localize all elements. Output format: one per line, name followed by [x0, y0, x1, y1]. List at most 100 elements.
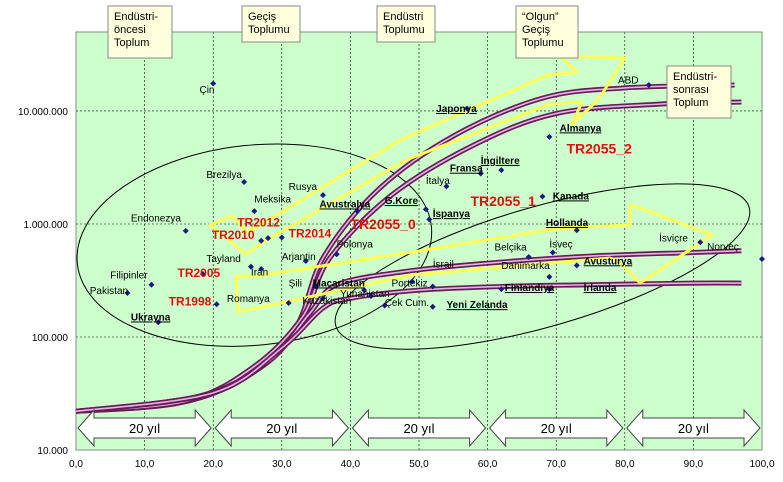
country-label: Romanya [227, 294, 270, 305]
data-point [313, 283, 320, 290]
period-arrow [77, 408, 212, 448]
x-tick-label: 0,0 [69, 459, 83, 470]
data-point [573, 262, 580, 269]
stage-box [376, 5, 436, 43]
data-point [422, 206, 429, 213]
data-point [525, 254, 532, 261]
country-points [124, 80, 765, 326]
ellipse-transition-group [76, 143, 433, 347]
country-label: Norveç [707, 242, 739, 253]
data-point [426, 216, 433, 223]
data-point [409, 278, 416, 285]
x-tick-label: 70,0 [546, 459, 566, 470]
data-point [148, 281, 155, 288]
stage-label: Toplumu [383, 24, 425, 36]
data-point [498, 167, 505, 174]
country-label: İran [251, 266, 268, 279]
country-label: Brezilya [206, 170, 242, 181]
country-label: Endonezya [131, 214, 181, 225]
country-label: İsrail [433, 258, 454, 271]
turkey-label: TR2055_2 [566, 141, 632, 157]
stage-boxes: Endüstri-öncesiToplumGeçişToplumuEndüstr… [107, 5, 732, 119]
data-point [464, 105, 471, 112]
period-arrow [351, 408, 487, 448]
stage-label: Toplumu [522, 37, 564, 49]
data-point [549, 249, 556, 256]
data-point [251, 208, 258, 215]
period-label: 20 yıl [129, 421, 160, 436]
stage-label: Geçiş [522, 24, 551, 36]
x-tick-label: 60,0 [478, 459, 498, 470]
stage-box [515, 5, 579, 59]
country-label: Tayland [206, 254, 240, 265]
country-label: İtalya [426, 174, 450, 187]
data-point [319, 192, 326, 199]
country-label: Japonya [436, 104, 477, 115]
country-label: Avusturya [584, 256, 633, 267]
development-curves [75, 82, 742, 414]
data-point [429, 303, 436, 310]
stage-label: Toplum [673, 97, 708, 109]
stage-label: Geçiş [248, 11, 277, 23]
data-point [573, 227, 580, 234]
country-label: Polonya [337, 239, 374, 250]
country-label: Pakistan [90, 286, 128, 297]
ellipse-mature-group [334, 183, 751, 350]
stage-label: “Olgun” [522, 11, 559, 23]
stage-box [241, 5, 301, 43]
country-label: Kazakistan [302, 296, 351, 307]
country-label: Kanada [553, 191, 590, 202]
country-label: G.Kore [385, 196, 419, 207]
x-tick-label: 20,0 [203, 459, 223, 470]
country-label: Danimarka [501, 261, 550, 272]
stage-label: Endüstri- [673, 71, 717, 83]
period-arrow [488, 408, 624, 448]
turkey-label: TR2012 [237, 216, 280, 230]
data-point [182, 227, 189, 234]
x-tick-label: 30,0 [272, 459, 292, 470]
data-point [258, 237, 265, 244]
period-arrow [626, 408, 761, 448]
development-curve-inner [75, 282, 742, 413]
y-tick-label: 1.000.000 [24, 220, 69, 231]
country-label: Rusya [289, 182, 318, 193]
country-label: Finlandiya [505, 283, 555, 294]
country-label: İngiltere [481, 154, 520, 167]
x-tick-label: 40,0 [341, 459, 361, 470]
group-ellipses [76, 143, 751, 350]
country-label: İspanya [433, 207, 471, 220]
x-tick-label: 100,0 [749, 459, 774, 470]
country-label: Portekiz [392, 278, 428, 289]
country-label: Ukrayna [131, 312, 171, 323]
turkey-trajectory-arrows [208, 54, 714, 314]
country-label: Filipinler [110, 270, 148, 281]
period-arrow [214, 408, 350, 448]
country-label: Hollanda [546, 218, 589, 229]
country-label: Fransa [450, 164, 483, 175]
trajectory-arrow-upper [208, 54, 627, 256]
trajectory-arrow-lower [234, 203, 714, 314]
period-label: 20 yıl [403, 421, 434, 436]
data-point [285, 299, 292, 306]
country-label: Çin [199, 85, 214, 96]
data-point [199, 271, 206, 278]
data-point [265, 235, 272, 242]
stage-label: öncesi [114, 24, 146, 36]
country-label: Macaristan [313, 278, 365, 289]
data-point [546, 273, 553, 280]
country-label: Yeni Zelanda [446, 300, 508, 311]
country-label: Yunanistan [340, 289, 390, 300]
turkey-label: TR2055_1 [470, 193, 536, 209]
stage-label: Toplum [114, 37, 149, 49]
y-tick-label: 100.000 [32, 333, 69, 344]
data-point [498, 286, 505, 293]
data-point [302, 258, 309, 265]
period-label: 20 yıl [541, 421, 572, 436]
stage-box [666, 65, 732, 119]
data-point [241, 179, 248, 186]
stage-label: Endüstri [383, 11, 423, 23]
country-label: İsviçre [659, 231, 688, 244]
country-label: İsveç [549, 237, 572, 250]
stage-label: Toplumu [248, 24, 290, 36]
